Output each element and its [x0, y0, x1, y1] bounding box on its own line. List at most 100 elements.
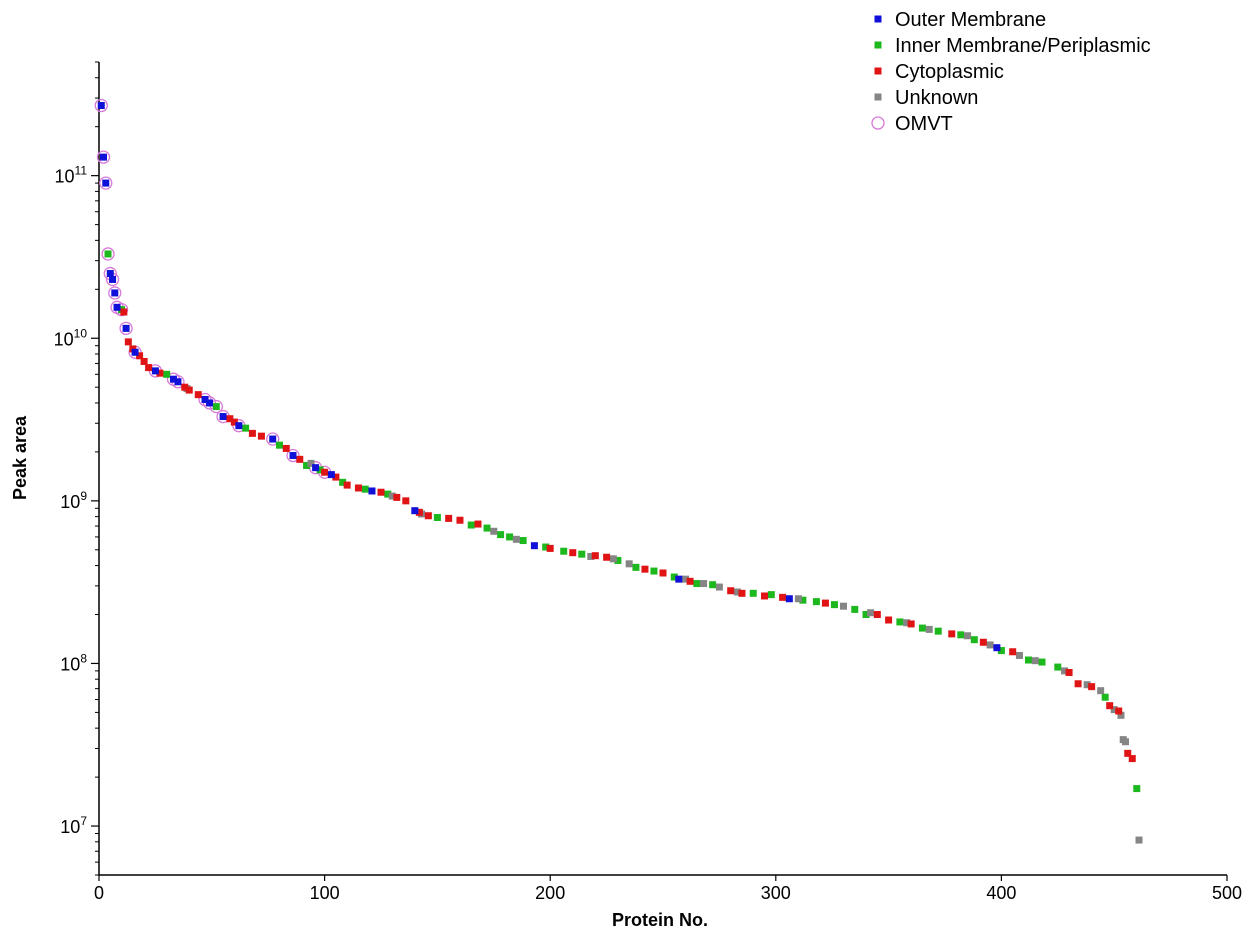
legend-marker [874, 15, 882, 23]
y-tick-label: 107 [60, 814, 87, 837]
point-inner-membrane-periplasmic [896, 618, 904, 626]
point-inner-membrane-periplasmic [1038, 658, 1046, 666]
point-cytoplasmic [779, 593, 787, 601]
y-tick-label-exponent: 11 [75, 164, 88, 178]
point-cytoplasmic [343, 481, 351, 489]
y-tick-label: 1010 [54, 326, 88, 349]
point-outer-membrane [785, 595, 793, 603]
data-points [94, 98, 1143, 844]
point-cytoplasmic [415, 508, 423, 516]
point-outer-membrane [111, 289, 119, 297]
point-cytoplasmic [194, 391, 202, 399]
point-unknown [903, 619, 911, 627]
point-inner-membrane-periplasmic [934, 627, 942, 635]
y-tick-label-base: 10 [54, 329, 74, 349]
point-cytoplasmic [282, 444, 290, 452]
point-inner-membrane-periplasmic [384, 490, 392, 498]
point-cytoplasmic [474, 520, 482, 528]
omvt-marker [108, 286, 122, 300]
point-unknown [1083, 681, 1091, 689]
point-unknown [388, 492, 396, 500]
point-cytoplasmic [136, 352, 144, 360]
y-tick-label-base: 10 [60, 492, 80, 512]
point-cytoplasmic [124, 338, 132, 346]
point-inner-membrane-periplasmic [1101, 693, 1109, 701]
omvt-marker [266, 432, 280, 446]
point-inner-membrane-periplasmic [1054, 663, 1062, 671]
point-outer-membrane [289, 452, 297, 460]
point-inner-membrane-periplasmic [709, 581, 717, 589]
point-cytoplasmic [332, 473, 340, 481]
y-tick-label: 1011 [55, 164, 88, 187]
y-tick-label: 109 [60, 489, 87, 512]
point-cytoplasmic [402, 497, 410, 505]
point-cytoplasmic [873, 611, 881, 619]
point-cytoplasmic [393, 493, 401, 501]
point-cytoplasmic [1128, 755, 1136, 763]
point-inner-membrane-periplasmic [830, 601, 838, 609]
point-cytoplasmic [727, 587, 735, 595]
point-outer-membrane [327, 471, 335, 479]
point-cytoplasmic [686, 577, 694, 585]
point-outer-membrane [97, 102, 105, 110]
point-unknown [700, 580, 708, 588]
point-cytoplasmic [603, 553, 611, 561]
x-tick-label: 100 [310, 883, 340, 903]
omvt-marker [94, 98, 108, 113]
point-cytoplasmic [1065, 668, 1073, 676]
point-outer-membrane [993, 644, 1001, 652]
point-inner-membrane-periplasmic [483, 524, 491, 532]
point-inner-membrane-periplasmic [957, 631, 965, 639]
point-unknown [867, 609, 875, 617]
point-unknown [587, 552, 595, 560]
y-tick-label-exponent: 8 [80, 651, 87, 665]
point-unknown [625, 560, 633, 568]
point-unknown [1117, 711, 1125, 719]
point-outer-membrane [206, 399, 214, 407]
point-unknown [1015, 651, 1023, 659]
x-tick-label: 300 [761, 883, 791, 903]
point-cytoplasmic [1106, 702, 1114, 710]
point-inner-membrane-periplasmic [104, 250, 112, 258]
point-inner-membrane-periplasmic [163, 370, 171, 378]
legend: Outer Membrane Inner Membrane/Periplasmic… [871, 9, 1151, 135]
point-cytoplasmic [1124, 749, 1132, 757]
point-cytoplasmic [641, 565, 649, 573]
point-cytoplasmic [424, 512, 432, 520]
point-cytoplasmic [354, 484, 362, 492]
point-inner-membrane-periplasmic [316, 466, 324, 474]
point-unknown [1031, 657, 1039, 665]
point-inner-membrane-periplasmic [339, 478, 347, 486]
point-cytoplasmic [1074, 680, 1082, 688]
point-cytoplasmic [546, 544, 554, 552]
point-cytoplasmic [885, 616, 893, 624]
point-cytoplasmic [907, 620, 915, 628]
point-unknown [733, 588, 741, 596]
point-cytoplasmic [226, 415, 234, 423]
point-inner-membrane-periplasmic [614, 556, 622, 564]
omvt-marker [96, 150, 111, 164]
point-unknown [925, 625, 933, 633]
point-cytoplasmic [1115, 707, 1123, 715]
point-outer-membrane [675, 575, 683, 583]
omvt-marker [99, 176, 113, 190]
x-tick-label: 500 [1212, 883, 1242, 903]
point-inner-membrane-periplasmic [433, 513, 441, 521]
point-cytoplasmic [181, 383, 189, 391]
legend-label: Inner Membrane/Periplasmic [895, 35, 1151, 57]
y-tick-label-exponent: 9 [80, 489, 87, 503]
point-outer-membrane [151, 367, 159, 375]
point-cytoplasmic [1009, 648, 1017, 656]
legend-marker [874, 41, 882, 49]
point-unknown [1135, 836, 1143, 844]
legend-marker [874, 67, 882, 75]
legend-label: Cytoplasmic [895, 61, 1004, 83]
point-cytoplasmic [377, 488, 385, 496]
point-outer-membrane [102, 179, 110, 187]
legend-marker [874, 93, 882, 101]
point-inner-membrane-periplasmic [242, 424, 250, 432]
point-inner-membrane-periplasmic [1024, 656, 1032, 664]
point-cytoplasmic [979, 638, 987, 646]
